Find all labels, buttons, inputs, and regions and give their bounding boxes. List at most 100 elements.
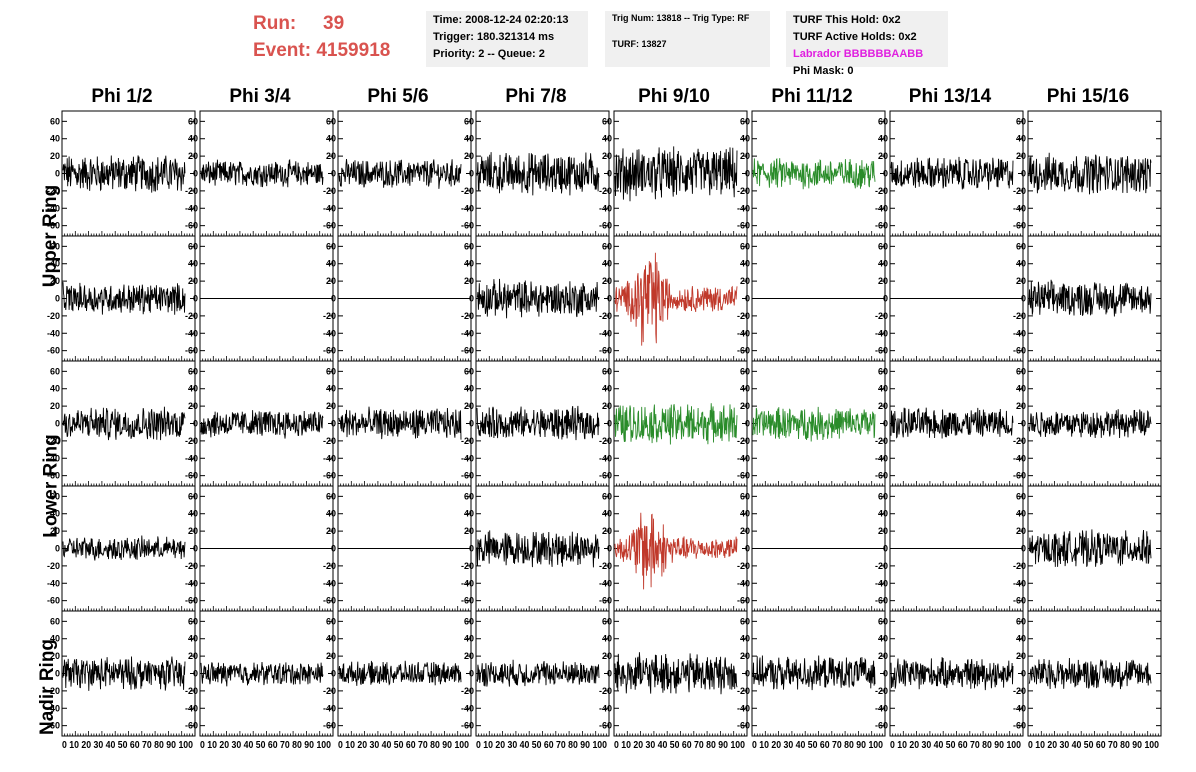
y-tick-label: -40 (47, 453, 60, 463)
y-tick-label: 20 (50, 401, 60, 411)
y-tick-label: -20 (599, 311, 612, 321)
phi-header-4: Phi 7/8 (505, 86, 567, 107)
y-tick-label: -40 (185, 328, 198, 338)
y-tick-label: -20 (737, 186, 750, 196)
y-tick-label: -60 (323, 721, 336, 731)
y-tick-label: 60 (1016, 241, 1026, 251)
y-tick-label: -60 (461, 221, 474, 231)
y-tick-label: 40 (464, 509, 474, 519)
x-tick-label: 0 10 20 30 40 50 60 70 80 90 100 (1028, 740, 1159, 751)
turf-text: TURF: 13827 (612, 39, 667, 49)
x-tick-label: 0 10 20 30 40 50 60 70 80 90 100 (200, 740, 331, 751)
y-tick-label: 40 (1016, 259, 1026, 269)
y-tick-label: 0 (55, 169, 60, 179)
y-tick-label: 60 (740, 116, 750, 126)
y-tick-label: 0 (193, 544, 198, 554)
waveform-trace (62, 656, 186, 691)
x-tick-label: 0 10 20 30 40 50 60 70 80 90 100 (890, 740, 1021, 751)
y-tick-label: -40 (1013, 703, 1026, 713)
y-tick-label: 40 (740, 134, 750, 144)
y-tick-label: 40 (50, 134, 60, 144)
y-tick-label: -40 (461, 703, 474, 713)
y-tick-label: 40 (602, 134, 612, 144)
y-tick-label: -20 (875, 186, 888, 196)
y-tick-label: -40 (323, 578, 336, 588)
waveform-trace (476, 278, 600, 319)
y-tick-label: -20 (461, 561, 474, 571)
y-tick-label: 20 (1016, 401, 1026, 411)
y-tick-label: -60 (875, 221, 888, 231)
panel-frame (1027, 485, 1162, 612)
y-tick-label: 0 (193, 419, 198, 429)
y-tick-label: 20 (188, 151, 198, 161)
y-tick-label: 40 (1016, 134, 1026, 144)
y-tick-label: 0 (745, 169, 750, 179)
y-tick-label: 20 (50, 526, 60, 536)
y-tick-label: 40 (326, 509, 336, 519)
y-tick-label: 60 (602, 491, 612, 501)
y-tick-label: 40 (464, 384, 474, 394)
y-tick-label: 60 (464, 116, 474, 126)
y-tick-label: -40 (875, 453, 888, 463)
y-tick-label: -60 (323, 471, 336, 481)
y-tick-label: 0 (1021, 419, 1026, 429)
y-tick-label: 40 (740, 509, 750, 519)
waveform-trace (476, 659, 600, 687)
y-tick-label: 60 (464, 241, 474, 251)
y-tick-label: 20 (188, 526, 198, 536)
turf-active-text: TURF Active Holds: 0x2 (793, 31, 917, 43)
y-tick-label: -40 (1013, 453, 1026, 463)
y-tick-label: -60 (737, 471, 750, 481)
y-tick-label: 60 (878, 366, 888, 376)
y-tick-label: -40 (737, 703, 750, 713)
waveform-trace (1028, 152, 1152, 195)
y-tick-label: 20 (740, 401, 750, 411)
y-tick-label: 40 (326, 259, 336, 269)
waveform-trace (614, 652, 738, 695)
y-tick-label: -60 (599, 346, 612, 356)
y-tick-label: 60 (602, 241, 612, 251)
y-tick-label: 40 (602, 259, 612, 269)
y-tick-label: 60 (1016, 491, 1026, 501)
y-tick-label: 20 (602, 526, 612, 536)
y-tick-label: -40 (185, 578, 198, 588)
y-tick-label: -40 (47, 703, 60, 713)
waveform-trace (614, 512, 738, 590)
y-tick-label: 60 (878, 491, 888, 501)
y-tick-label: 20 (326, 526, 336, 536)
y-tick-label: 60 (50, 116, 60, 126)
y-tick-label: -20 (185, 186, 198, 196)
waveform-trace (200, 158, 324, 188)
y-tick-label: 20 (50, 151, 60, 161)
y-tick-label: -20 (1013, 686, 1026, 696)
y-tick-label: 0 (469, 169, 474, 179)
y-tick-label: 40 (602, 634, 612, 644)
y-tick-label: 0 (607, 544, 612, 554)
y-tick-label: 0 (55, 294, 60, 304)
y-tick-label: 40 (602, 509, 612, 519)
y-tick-label: -40 (47, 578, 60, 588)
y-tick-label: 60 (50, 241, 60, 251)
waveform-trace (890, 407, 1014, 439)
y-tick-label: -60 (47, 346, 60, 356)
y-tick-label: -40 (599, 578, 612, 588)
y-tick-label: -20 (737, 311, 750, 321)
y-tick-label: -20 (599, 561, 612, 571)
y-tick-label: 20 (1016, 276, 1026, 286)
x-tick-label: 0 10 20 30 40 50 60 70 80 90 100 (62, 740, 193, 751)
time-info-panel: Time: 2008-12-24 02:20:13 Trigger: 180.3… (426, 11, 588, 67)
y-tick-label: -20 (1013, 436, 1026, 446)
y-tick-label: -20 (47, 561, 60, 571)
y-tick-label: -40 (1013, 328, 1026, 338)
phi-header-8: Phi 15/16 (1046, 86, 1130, 107)
y-tick-label: -40 (599, 453, 612, 463)
y-tick-label: -60 (875, 346, 888, 356)
y-tick-label: 40 (50, 259, 60, 269)
y-tick-label: -20 (185, 686, 198, 696)
y-tick-label: 0 (1021, 544, 1026, 554)
y-tick-label: 40 (878, 134, 888, 144)
turf-hold-text: TURF This Hold: 0x2 (793, 14, 901, 26)
y-tick-label: 40 (188, 134, 198, 144)
y-tick-label: 0 (883, 544, 888, 554)
y-tick-label: -60 (47, 221, 60, 231)
